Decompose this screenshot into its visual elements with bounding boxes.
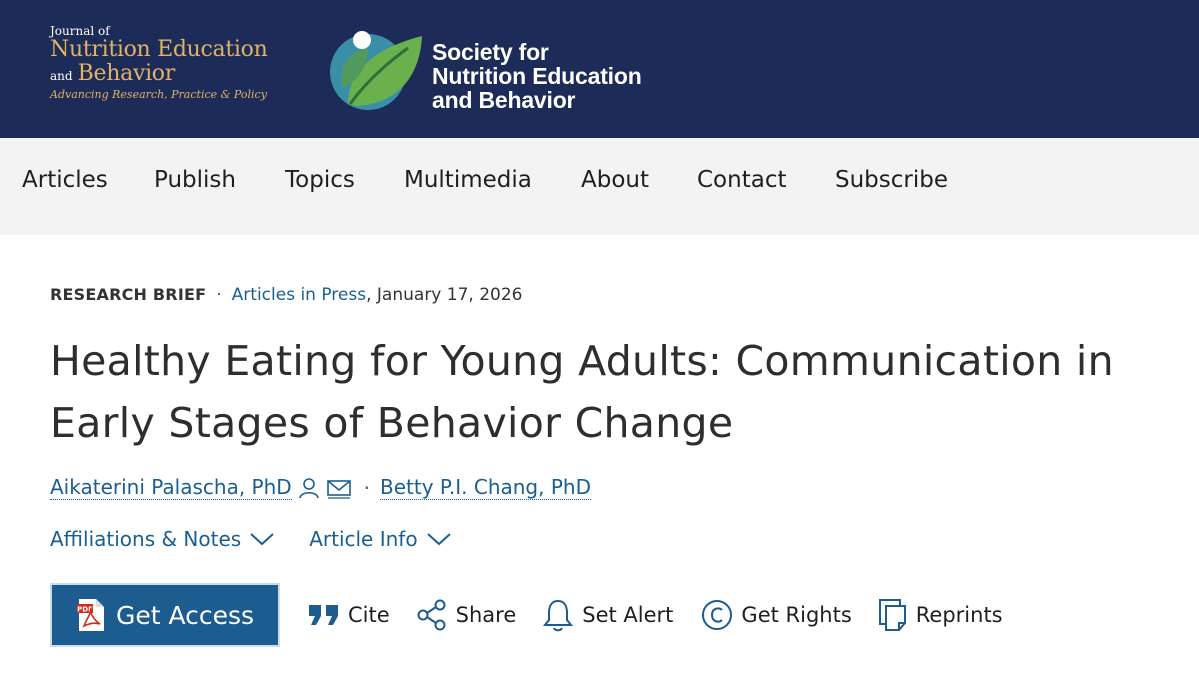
nav-articles[interactable]: Articles bbox=[22, 167, 108, 193]
get-access-button[interactable]: PDF Get Access bbox=[50, 583, 280, 647]
bell-icon bbox=[543, 599, 574, 632]
chevron-down-icon bbox=[426, 533, 451, 546]
share-button[interactable]: Share bbox=[416, 599, 517, 631]
author-link[interactable]: Aikaterini Palascha, PhD bbox=[50, 475, 292, 500]
nav-publish[interactable]: Publish bbox=[154, 167, 236, 193]
leaf-logo-icon[interactable] bbox=[328, 26, 424, 112]
person-icon[interactable] bbox=[298, 477, 320, 499]
chevron-down-icon bbox=[250, 533, 274, 546]
author-separator: · bbox=[363, 475, 371, 500]
article-toolbar: PDF Get Access Cite Share Set Alert bbox=[50, 583, 1003, 647]
author-list: Aikaterini Palascha, PhD · Betty P.I. Ch… bbox=[50, 475, 591, 500]
mail-icon[interactable] bbox=[326, 477, 352, 499]
nav-subscribe[interactable]: Subscribe bbox=[835, 167, 949, 193]
society-name[interactable]: Society for Nutrition Education and Beha… bbox=[432, 40, 642, 112]
author-link[interactable]: Betty P.I. Chang, PhD bbox=[380, 475, 591, 500]
nav-contact[interactable]: Contact bbox=[697, 167, 787, 193]
article-title: Healthy Eating for Young Adults: Communi… bbox=[50, 337, 1114, 447]
pdf-icon: PDF bbox=[76, 599, 104, 631]
set-alert-label: Set Alert bbox=[582, 603, 674, 627]
reprints-icon bbox=[878, 599, 906, 631]
nav-about[interactable]: About bbox=[581, 167, 650, 193]
quote-icon bbox=[309, 605, 338, 625]
article-meta: RESEARCH BRIEF · Articles in Press, Januar… bbox=[50, 285, 522, 305]
journal-logo[interactable]: Journal of Nutrition Education and Behav… bbox=[50, 24, 310, 102]
svg-text:PDF: PDF bbox=[77, 606, 93, 614]
reprints-label: Reprints bbox=[915, 603, 1003, 627]
society-line-1: Society for bbox=[432, 39, 549, 65]
articles-in-press-link[interactable]: Articles in Press bbox=[231, 285, 367, 305]
article-info-label: Article Info bbox=[309, 527, 418, 551]
cite-button[interactable]: Cite bbox=[308, 603, 390, 627]
publication-date: , January 17, 2026 bbox=[366, 285, 523, 305]
reprints-button[interactable]: Reprints bbox=[878, 598, 1003, 632]
get-access-label: Get Access bbox=[115, 600, 255, 630]
copyright-icon bbox=[702, 600, 733, 630]
journal-of-label: Journal of bbox=[50, 24, 110, 38]
journal-name-line-2: and Behavior bbox=[50, 62, 310, 88]
set-alert-button[interactable]: Set Alert bbox=[542, 598, 673, 632]
get-rights-button[interactable]: Get Rights bbox=[701, 599, 852, 631]
journal-tagline: Advancing Research, Practice & Policy bbox=[50, 88, 267, 101]
article-details-links: Affiliations & Notes Article Info bbox=[50, 527, 452, 551]
get-rights-label: Get Rights bbox=[741, 603, 852, 627]
journal-behavior-label: Behavior bbox=[77, 61, 176, 86]
society-line-3: and Behavior bbox=[432, 87, 576, 113]
journal-name-line: Nutrition Education bbox=[50, 37, 268, 62]
cite-label: Cite bbox=[348, 603, 390, 627]
article-type: RESEARCH BRIEF bbox=[50, 285, 207, 304]
main-nav: Articles Publish Topics Multimedia About… bbox=[0, 138, 1199, 235]
society-line-2: Nutrition Education bbox=[432, 63, 642, 89]
affiliations-label: Affiliations & Notes bbox=[50, 527, 242, 551]
share-icon bbox=[417, 599, 446, 631]
journal-and-label: and bbox=[50, 69, 73, 83]
nav-topics[interactable]: Topics bbox=[285, 167, 355, 193]
meta-separator: · bbox=[216, 285, 222, 305]
nav-multimedia[interactable]: Multimedia bbox=[404, 167, 532, 193]
affiliations-toggle[interactable]: Affiliations & Notes bbox=[50, 527, 275, 551]
share-label: Share bbox=[455, 603, 517, 627]
article-info-toggle[interactable]: Article Info bbox=[309, 527, 451, 551]
site-header: Journal of Nutrition Education and Behav… bbox=[0, 0, 1199, 138]
